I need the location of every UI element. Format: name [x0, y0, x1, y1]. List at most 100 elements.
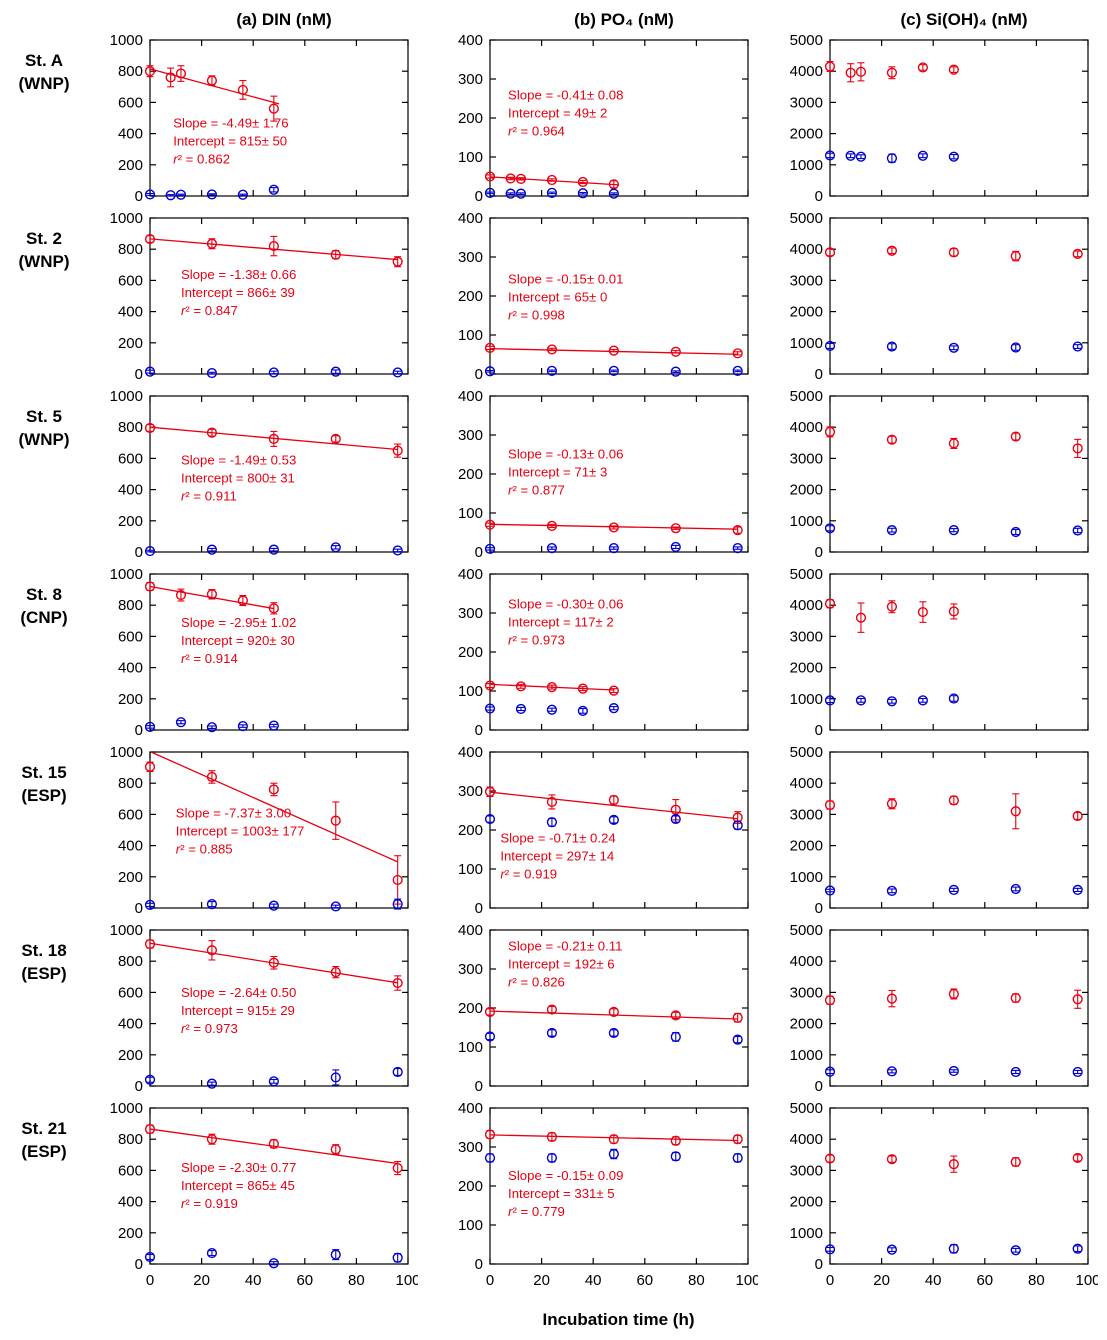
header-spacer: [0, 4, 88, 34]
x-axis-title: Incubation time (h): [542, 1310, 695, 1329]
blue-data-point: [886, 696, 898, 707]
chart-panel: 0 200 400 600 800 1000 Slope = -1.49± 0.53 Inte…: [110, 388, 409, 561]
red-data-point: [886, 1154, 898, 1165]
fit-slope-label: Slope = -0.71± 0.24: [500, 830, 615, 845]
blue-data-point: [886, 1244, 898, 1255]
y-tick-label: 100: [458, 149, 483, 166]
blue-data-point: [1072, 341, 1083, 352]
chart-cell: 0 200 400 600 800 1000 Slope = -2.64± 0.50 Inte…: [88, 922, 428, 1102]
blue-data-point: [824, 523, 836, 534]
red-data-point: [484, 1006, 496, 1018]
fit-slope-label: Slope = -0.13± 0.06: [508, 446, 623, 461]
red-data-point: [206, 1134, 218, 1145]
red-data-point: [608, 522, 619, 533]
red-data-point: [484, 171, 496, 182]
blue-data-point: [484, 1152, 496, 1164]
fit-slope-label: Slope = -1.38± 0.66: [181, 267, 296, 282]
plot-frame: [149, 751, 409, 909]
red-data-point: [268, 433, 279, 445]
column-title-sioh4: (c) Si(OH)₄ (nM): [900, 10, 1028, 29]
station-name: St. 2: [26, 229, 62, 248]
blue-data-point: [206, 1247, 218, 1259]
blue-data-point: [886, 1066, 898, 1077]
red-data-point: [1010, 992, 1021, 1004]
blue-data-point: [392, 545, 403, 556]
blue-data-point: [670, 813, 681, 825]
y-tick-label: 4000: [790, 419, 823, 436]
red-data-point: [948, 438, 959, 449]
station-region: (CNP): [20, 607, 68, 627]
chart-panel: 0 1000 2000 3000 4000 5000: [790, 388, 1089, 561]
blue-data-point: [948, 1065, 959, 1077]
y-tick-label: 1000: [110, 746, 143, 761]
blue-data-point: [917, 695, 928, 706]
red-data-point: [165, 72, 176, 83]
red-data-point: [917, 606, 928, 618]
blue-data-point: [577, 705, 588, 716]
chart-cell: 0 100 200 300 400 Slope = -0.71± 0.24 Intercep…: [428, 744, 768, 924]
regression-line: [489, 1010, 738, 1020]
chart-panel: 0 1000 2000 3000 4000 5000: [790, 210, 1089, 383]
fit-r2-label: r² = 0.826: [508, 974, 565, 989]
regression-line: [149, 238, 398, 261]
y-tick-label: 300: [458, 961, 483, 978]
y-tick-label: 800: [118, 1131, 143, 1148]
blue-data-point: [670, 366, 681, 377]
y-tick-label: 5000: [790, 390, 823, 405]
red-data-point: [824, 995, 836, 1006]
red-data-point: [330, 967, 341, 978]
fit-intercept-label: Intercept = 865± 45: [181, 1178, 295, 1193]
fit-r2-label: r² = 0.919: [500, 866, 557, 881]
blue-data-point: [268, 1258, 279, 1269]
blue-data-point: [268, 1076, 279, 1087]
red-data-point: [670, 1010, 681, 1021]
chart-panel: 0 200 400 600 800 1000 Slope = -4.49± 1.76 Inte…: [110, 32, 409, 205]
y-tick-label: 800: [118, 953, 143, 970]
blue-data-point: [732, 543, 743, 554]
plot-frame: [829, 573, 1089, 731]
y-tick-label: 1000: [110, 212, 143, 227]
y-tick-label: 1000: [790, 691, 823, 708]
y-tick-label: 800: [118, 775, 143, 792]
red-data-point: [732, 525, 743, 536]
y-tick-label: 800: [118, 597, 143, 614]
y-tick-label: 1000: [110, 924, 143, 939]
red-data-point: [505, 173, 516, 184]
fit-intercept-label: Intercept = 915± 29: [181, 1003, 295, 1018]
x-tick-label: 20: [533, 1272, 550, 1289]
blue-data-point: [670, 541, 681, 553]
regression-line: [149, 68, 280, 105]
regression-line: [149, 426, 398, 451]
plot-frame: [149, 217, 409, 375]
y-tick-label: 100: [458, 327, 483, 344]
y-tick-label: 5000: [790, 1102, 823, 1117]
blue-data-point: [824, 885, 836, 896]
red-data-point: [144, 1123, 156, 1135]
chart-cell: 0 1000 2000 3000 4000 5000: [768, 744, 1107, 924]
red-data-point: [175, 68, 187, 79]
red-data-point: [824, 799, 836, 811]
blue-data-point: [484, 543, 496, 554]
y-tick-label: 4000: [790, 241, 823, 258]
red-data-point: [886, 601, 898, 612]
fit-intercept-label: Intercept = 920± 30: [181, 633, 295, 648]
blue-data-point: [1072, 1243, 1083, 1254]
chart-panel: 0 100 200 300 400 Slope = -0.71± 0.24 Intercep…: [458, 744, 749, 917]
station-region: (ESP): [21, 785, 67, 805]
blue-data-point: [1010, 883, 1021, 895]
blue-data-point: [206, 544, 218, 555]
x-tick-label: 80: [688, 1272, 705, 1289]
blue-data-point: [206, 367, 218, 379]
blue-data-point: [824, 150, 836, 161]
blue-data-point: [1072, 525, 1083, 536]
blue-data-point: [824, 695, 836, 706]
red-data-point: [237, 84, 248, 96]
blue-data-point: [1072, 884, 1083, 896]
fit-intercept-label: Intercept = 297± 14: [500, 848, 614, 863]
blue-data-point: [392, 899, 403, 910]
y-tick-label: 100: [458, 1217, 483, 1234]
y-tick-label: 4000: [790, 1131, 823, 1148]
red-data-point: [484, 519, 496, 530]
y-tick-label: 2000: [790, 482, 823, 499]
